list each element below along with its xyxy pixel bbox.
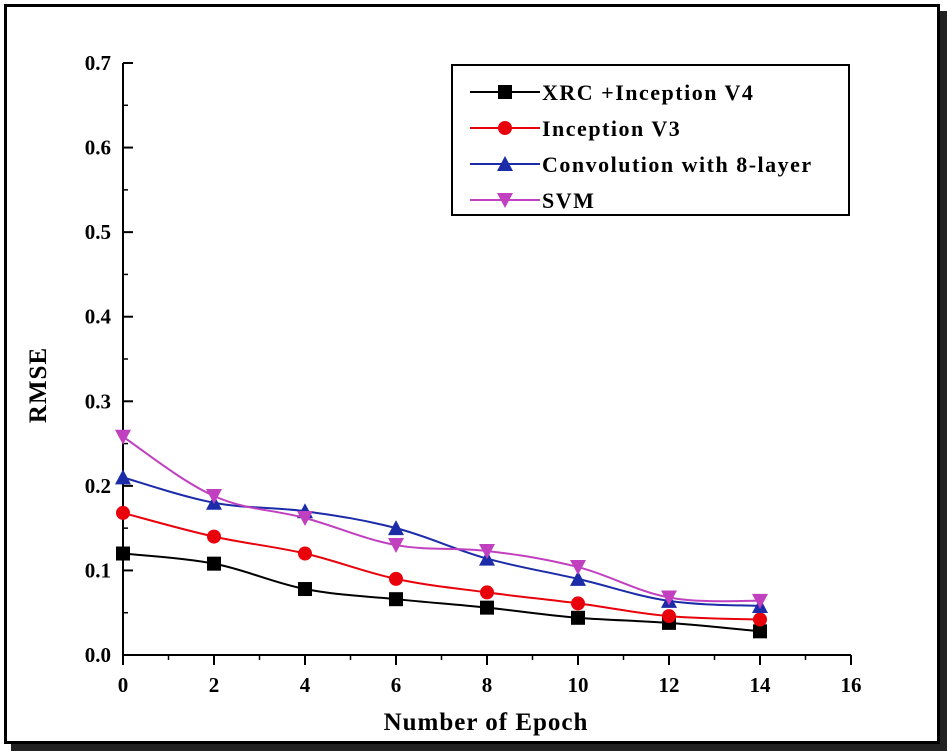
y-tick-label: 0.7 [85,51,111,75]
series-layer [115,429,768,639]
data-point [207,529,221,544]
legend: XRC +Inception V4 Inception V3 Convolution… [451,64,850,216]
y-tick-label: 0.1 [85,558,111,582]
y-tick-label: 0.6 [85,136,111,160]
data-point [753,612,767,627]
series-0 [116,546,767,639]
x-tick-label: 0 [118,673,129,697]
legend-marker [497,156,513,171]
data-point [570,560,586,576]
data-point [206,489,222,505]
legend-box [451,64,850,216]
x-axis-title: Number of Epoch [384,709,589,736]
x-tick-label: 8 [482,673,493,697]
data-point [662,609,676,624]
y-tick-label: 0.4 [85,305,112,329]
data-point [661,590,677,606]
data-point [207,556,221,571]
data-point [115,429,131,445]
data-point [297,510,313,526]
x-tick-label: 2 [209,673,220,697]
legend-label: XRC +Inception V4 [542,80,754,105]
data-point [389,592,403,607]
data-point [298,582,312,597]
series-3 [115,429,768,609]
x-tick-label: 16 [841,673,862,697]
legend-label: Inception V3 [542,116,681,141]
data-point [752,593,768,609]
data-point [115,469,131,485]
series-line [122,435,761,603]
x-tick-label: 10 [568,673,589,697]
y-tick-label: 0.3 [85,389,111,413]
series-line [122,511,761,621]
y-tick-label: 0.0 [85,643,111,667]
legend-label: Convolution with 8-layer [542,152,813,177]
legend-marker [498,85,512,99]
data-point [388,520,404,536]
data-point [571,596,585,611]
data-point [480,585,494,600]
y-axis-title: RMSE [25,347,52,423]
data-point [389,571,403,586]
x-tick-label: 6 [391,673,402,697]
legend-marker [498,121,512,135]
y-tick-label: 0.5 [85,220,111,244]
legend-label: SVM [542,188,595,213]
data-point [298,546,312,561]
legend-marker [497,193,513,208]
x-tick-label: 14 [750,673,772,697]
series-line [122,476,761,607]
data-point [480,600,494,615]
data-point [388,538,404,554]
data-point [479,543,495,559]
data-point [753,624,767,639]
y-tick-label: 0.2 [85,474,111,498]
x-tick-label: 4 [300,673,311,697]
data-point [116,505,130,520]
data-point [571,610,585,625]
x-tick-label: 12 [659,673,680,697]
data-point [116,546,130,561]
series-1 [116,505,767,627]
data-point [570,570,586,586]
series-line [122,552,761,633]
